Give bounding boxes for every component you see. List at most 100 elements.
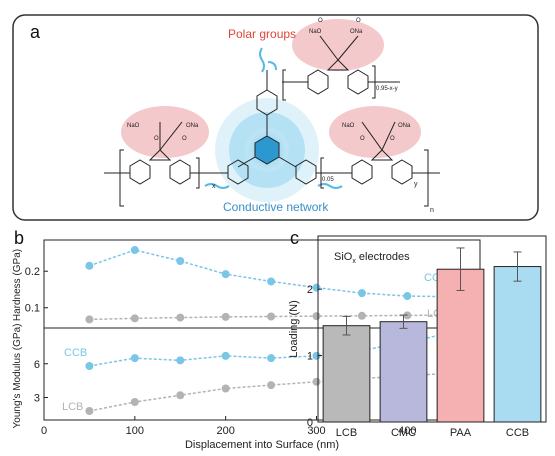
phenyl-top [256, 89, 278, 116]
series-label-lcb: LCB [62, 401, 83, 413]
modulus-ylabel: Young's Modulus (GPa) [12, 324, 23, 429]
x-tick-label: 100 [126, 425, 144, 437]
panel-b-label: b [14, 228, 24, 248]
data-point-ccb [176, 256, 185, 265]
x-tick-label: 400 [398, 425, 416, 437]
y-tick-label: 0.1 [25, 303, 40, 315]
o-right-right: O [390, 136, 395, 142]
data-point-lcb [130, 314, 139, 323]
arm-left [237, 156, 256, 168]
phenyl-right [295, 159, 317, 185]
wavy-bond-top [259, 47, 265, 73]
loading-bar-chart: 0 1 2 LCB CMC PAA CCB [307, 247, 542, 439]
data-point-lcb [130, 398, 139, 406]
data-point-ccb [267, 277, 276, 286]
data-point-ccb [312, 283, 321, 292]
data-point-ccb [130, 246, 139, 255]
ona-top: ONa [350, 29, 363, 35]
data-point-lcb [221, 312, 230, 321]
o-top-right: O [356, 18, 361, 24]
bracket-top-open [282, 69, 286, 101]
wavy-bond-left [204, 183, 230, 189]
y-tick-label: 2 [307, 284, 313, 296]
bracket-top-close [372, 65, 376, 99]
data-point-ccb [85, 362, 94, 370]
o-left-right: O [182, 136, 187, 142]
panel-a: a [12, 14, 539, 221]
arm-right [278, 156, 297, 168]
series-label-ccb: CCB [64, 347, 87, 359]
polar-bubble-left [121, 106, 209, 158]
central-benzene-ring [254, 135, 280, 165]
bar-paa [436, 268, 485, 423]
data-point-lcb [267, 381, 276, 390]
data-point-ccb [85, 261, 94, 270]
ona-left: ONa [186, 123, 199, 129]
fluorene-left [129, 121, 191, 185]
o-right-left: O [360, 136, 365, 142]
subscript-005: 0.05 [322, 177, 334, 183]
bracket-outer-left [119, 149, 124, 207]
y-tick-label: 3 [34, 393, 40, 405]
bar-cmc [379, 321, 428, 423]
data-point-lcb [312, 377, 321, 386]
fluorene-top [307, 35, 369, 95]
data-point-ccb [403, 292, 412, 301]
nao-right: NaO [342, 123, 355, 129]
panel-b-xlabel: Displacement into Surface (nm) [185, 439, 339, 451]
panel-c-frame [317, 235, 547, 423]
data-point-ccb [176, 356, 185, 365]
phenyl-left [227, 159, 249, 185]
nao-top: NaO [309, 29, 322, 35]
hardness-ylabel: Hardness (GPa) [12, 249, 23, 321]
data-point-lcb [267, 312, 276, 321]
x-tick-label: 200 [216, 425, 234, 437]
o-top-left: O [318, 18, 323, 24]
y-tick-label: 0.2 [25, 266, 40, 278]
data-point-ccb [357, 289, 366, 298]
panel-c-label: c [290, 228, 299, 248]
subscript-y: y [414, 181, 418, 188]
polar-bubble-right [329, 106, 421, 158]
data-point-lcb [312, 312, 321, 321]
x-tick-label-lcb: LCB [336, 427, 357, 439]
data-point-lcb [85, 315, 94, 324]
data-point-ccb [130, 354, 139, 363]
wavy-bond-top-2 [267, 61, 277, 71]
data-point-ccb [221, 351, 230, 360]
conductive-network-label: Conductive network [223, 200, 329, 214]
subscript-n: n [430, 207, 434, 214]
nao-left: NaO [127, 123, 140, 129]
subscript-095: 0.95-x-y [376, 86, 398, 92]
data-point-lcb [176, 313, 185, 322]
panel-c-ylabel: Loading (N) [288, 300, 300, 357]
y-tick-label: 1 [307, 351, 313, 363]
data-point-ccb [221, 270, 230, 279]
polar-bubble-top [292, 19, 384, 71]
y-tick-label: 0 [307, 417, 313, 429]
data-point-ccb [267, 354, 276, 363]
o-left-left: O [154, 136, 159, 142]
polar-groups-label: Polar groups [228, 27, 296, 41]
x-tick-label: 0 [41, 425, 47, 437]
data-point-lcb [221, 384, 230, 393]
x-tick-label-paa: PAA [450, 427, 472, 439]
fluorene-right [351, 121, 413, 185]
x-tick-label-ccb: CCB [506, 427, 529, 439]
bar-lcb [322, 325, 371, 423]
bar-ccb [493, 266, 542, 423]
panel-c: c SiOx electrodes 0 1 2 LCB CMC PAA CCB Loadin… [288, 228, 547, 439]
x-tick-label-cmc: CMC [391, 427, 416, 439]
y-tick-label: 6 [34, 359, 40, 371]
data-point-lcb [85, 407, 94, 415]
subscript-x: x [212, 183, 216, 190]
bracket-x [196, 157, 200, 189]
bracket-outer-right [424, 149, 429, 207]
data-point-lcb [357, 311, 366, 320]
data-point-lcb [176, 391, 185, 400]
ona-right: ONa [398, 123, 411, 129]
x-tick-label: 300 [307, 425, 325, 437]
panel-c-annotation: SiOx electrodes [334, 251, 410, 265]
bracket-005-open [320, 157, 324, 189]
